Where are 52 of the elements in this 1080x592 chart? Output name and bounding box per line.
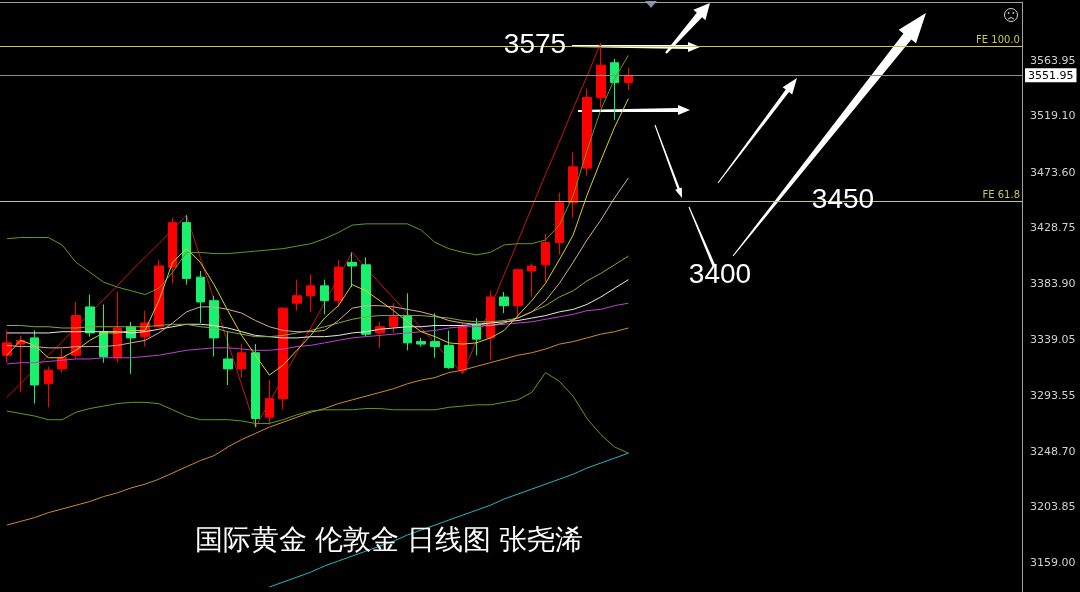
- y-tick-label: 3339.05: [1030, 332, 1076, 346]
- line-series: [6, 255, 629, 338]
- candlestick: [306, 274, 315, 313]
- candlestick: [237, 343, 246, 379]
- candlestick: [389, 302, 398, 334]
- y-tick-label: 3383.90: [1030, 276, 1076, 290]
- line-series: [6, 98, 629, 376]
- candlestick: [196, 270, 205, 324]
- candlestick: [85, 294, 95, 338]
- candlestick: [416, 337, 426, 348]
- text: 3400: [688, 257, 752, 289]
- ref-line-label: FE 61.8: [982, 189, 1020, 201]
- y-tick-label: 3293.55: [1030, 388, 1076, 402]
- candlestick: [361, 256, 371, 338]
- y-tick-label: 3428.75: [1030, 221, 1076, 235]
- line-series: [6, 327, 629, 526]
- candlestick: [596, 42, 606, 108]
- ref-line-label: FE 100.0: [976, 34, 1020, 46]
- candlestick: [223, 331, 233, 386]
- candlestick: [292, 279, 302, 312]
- candlestick: [320, 279, 329, 315]
- candlestick: [30, 329, 39, 405]
- y-tick-label: 3159.00: [1030, 555, 1076, 569]
- candlestick: [334, 259, 343, 308]
- y-tick-label: 3563.95: [1030, 53, 1076, 67]
- candlestick: [458, 321, 467, 375]
- candlestick: [499, 291, 509, 314]
- y-tick-label: 3203.85: [1030, 500, 1076, 514]
- line-series: [6, 372, 629, 454]
- line-series: [6, 54, 629, 296]
- candlestick: [182, 214, 191, 286]
- y-tick-label: 3519.10: [1030, 109, 1076, 123]
- candlestick: [624, 67, 633, 91]
- candlestick: [44, 365, 53, 408]
- candlestick: [430, 312, 440, 359]
- candlestick: [99, 303, 108, 364]
- candlestick: [168, 217, 177, 284]
- line-series: [6, 279, 629, 339]
- line-series: [6, 177, 629, 349]
- candlestick: [541, 233, 550, 283]
- ref-line-label: 3551.95: [1028, 68, 1074, 82]
- y-tick-label: 3248.70: [1030, 444, 1076, 458]
- y-tick-label: 3473.60: [1030, 165, 1076, 179]
- annotation: 国际黄金 伦敦金 日线图 张尧浠: [195, 523, 583, 555]
- candlestick: [278, 306, 288, 411]
- candlestick: [582, 88, 592, 177]
- candlestick: [444, 329, 454, 370]
- candlestick: [527, 263, 536, 298]
- candlestick: [555, 192, 564, 256]
- line-series: [6, 302, 629, 365]
- candlestick: [251, 343, 260, 428]
- candlestick: [265, 379, 274, 426]
